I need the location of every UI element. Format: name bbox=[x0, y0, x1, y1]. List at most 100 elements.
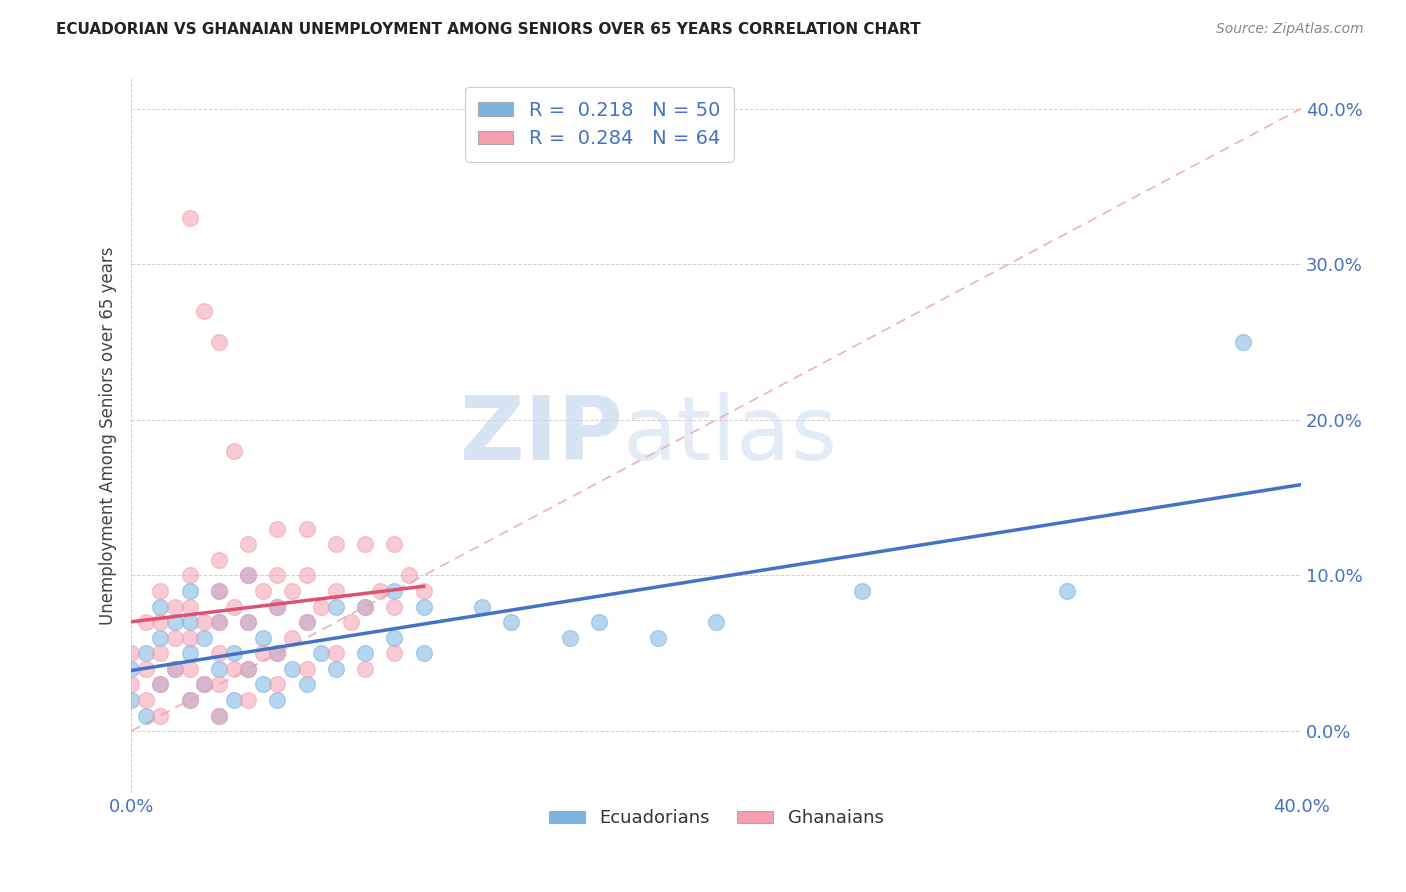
Point bbox=[238, 568, 260, 582]
Point bbox=[179, 646, 201, 660]
Point bbox=[266, 599, 288, 614]
Text: atlas: atlas bbox=[623, 392, 838, 479]
Point bbox=[238, 693, 260, 707]
Point bbox=[339, 615, 361, 629]
Point bbox=[193, 304, 215, 318]
Point bbox=[193, 631, 215, 645]
Point bbox=[295, 615, 318, 629]
Point bbox=[222, 693, 245, 707]
Point bbox=[208, 708, 231, 723]
Point bbox=[238, 615, 260, 629]
Point bbox=[295, 677, 318, 691]
Point bbox=[208, 662, 231, 676]
Point bbox=[238, 568, 260, 582]
Text: ECUADORIAN VS GHANAIAN UNEMPLOYMENT AMONG SENIORS OVER 65 YEARS CORRELATION CHAR: ECUADORIAN VS GHANAIAN UNEMPLOYMENT AMON… bbox=[56, 22, 921, 37]
Point bbox=[222, 444, 245, 458]
Point bbox=[208, 584, 231, 599]
Point bbox=[149, 677, 172, 691]
Point bbox=[238, 662, 260, 676]
Point bbox=[266, 522, 288, 536]
Point bbox=[135, 662, 157, 676]
Point bbox=[295, 568, 318, 582]
Point bbox=[135, 708, 157, 723]
Point bbox=[165, 662, 187, 676]
Point bbox=[384, 631, 406, 645]
Point bbox=[120, 693, 142, 707]
Point bbox=[851, 584, 873, 599]
Point bbox=[208, 334, 231, 349]
Point bbox=[295, 522, 318, 536]
Point bbox=[149, 677, 172, 691]
Point bbox=[120, 646, 142, 660]
Point bbox=[149, 631, 172, 645]
Point bbox=[208, 553, 231, 567]
Point bbox=[238, 537, 260, 551]
Point bbox=[354, 646, 377, 660]
Point bbox=[325, 662, 347, 676]
Point bbox=[135, 615, 157, 629]
Point bbox=[266, 599, 288, 614]
Point bbox=[208, 646, 231, 660]
Point bbox=[222, 662, 245, 676]
Point bbox=[120, 662, 142, 676]
Point bbox=[295, 662, 318, 676]
Point bbox=[179, 211, 201, 225]
Point bbox=[252, 677, 274, 691]
Legend: Ecuadorians, Ghanaians: Ecuadorians, Ghanaians bbox=[541, 802, 891, 834]
Point bbox=[266, 568, 288, 582]
Point bbox=[266, 693, 288, 707]
Point bbox=[208, 677, 231, 691]
Point bbox=[412, 646, 434, 660]
Point bbox=[281, 631, 304, 645]
Point bbox=[179, 631, 201, 645]
Point bbox=[325, 646, 347, 660]
Point bbox=[165, 662, 187, 676]
Point bbox=[208, 615, 231, 629]
Text: Source: ZipAtlas.com: Source: ZipAtlas.com bbox=[1216, 22, 1364, 37]
Point bbox=[384, 537, 406, 551]
Point bbox=[398, 568, 420, 582]
Point bbox=[222, 646, 245, 660]
Point bbox=[266, 646, 288, 660]
Point bbox=[165, 599, 187, 614]
Point bbox=[1232, 334, 1254, 349]
Point bbox=[252, 646, 274, 660]
Point bbox=[179, 693, 201, 707]
Point bbox=[384, 584, 406, 599]
Point bbox=[384, 646, 406, 660]
Point bbox=[384, 599, 406, 614]
Point bbox=[135, 693, 157, 707]
Point bbox=[266, 646, 288, 660]
Point bbox=[120, 677, 142, 691]
Point bbox=[179, 693, 201, 707]
Point bbox=[179, 662, 201, 676]
Point bbox=[281, 584, 304, 599]
Point bbox=[179, 584, 201, 599]
Point bbox=[149, 584, 172, 599]
Point bbox=[647, 631, 669, 645]
Point bbox=[238, 662, 260, 676]
Point bbox=[412, 599, 434, 614]
Point bbox=[208, 708, 231, 723]
Text: ZIP: ZIP bbox=[460, 392, 623, 479]
Point bbox=[295, 615, 318, 629]
Point bbox=[325, 599, 347, 614]
Point bbox=[135, 646, 157, 660]
Point bbox=[281, 662, 304, 676]
Point bbox=[368, 584, 391, 599]
Y-axis label: Unemployment Among Seniors over 65 years: Unemployment Among Seniors over 65 years bbox=[100, 246, 117, 624]
Point bbox=[311, 599, 333, 614]
Point bbox=[354, 599, 377, 614]
Point bbox=[193, 677, 215, 691]
Point bbox=[501, 615, 523, 629]
Point bbox=[208, 615, 231, 629]
Point bbox=[149, 599, 172, 614]
Point bbox=[179, 599, 201, 614]
Point bbox=[354, 599, 377, 614]
Point bbox=[179, 615, 201, 629]
Point bbox=[165, 615, 187, 629]
Point bbox=[149, 615, 172, 629]
Point bbox=[325, 537, 347, 551]
Point bbox=[588, 615, 610, 629]
Point bbox=[208, 584, 231, 599]
